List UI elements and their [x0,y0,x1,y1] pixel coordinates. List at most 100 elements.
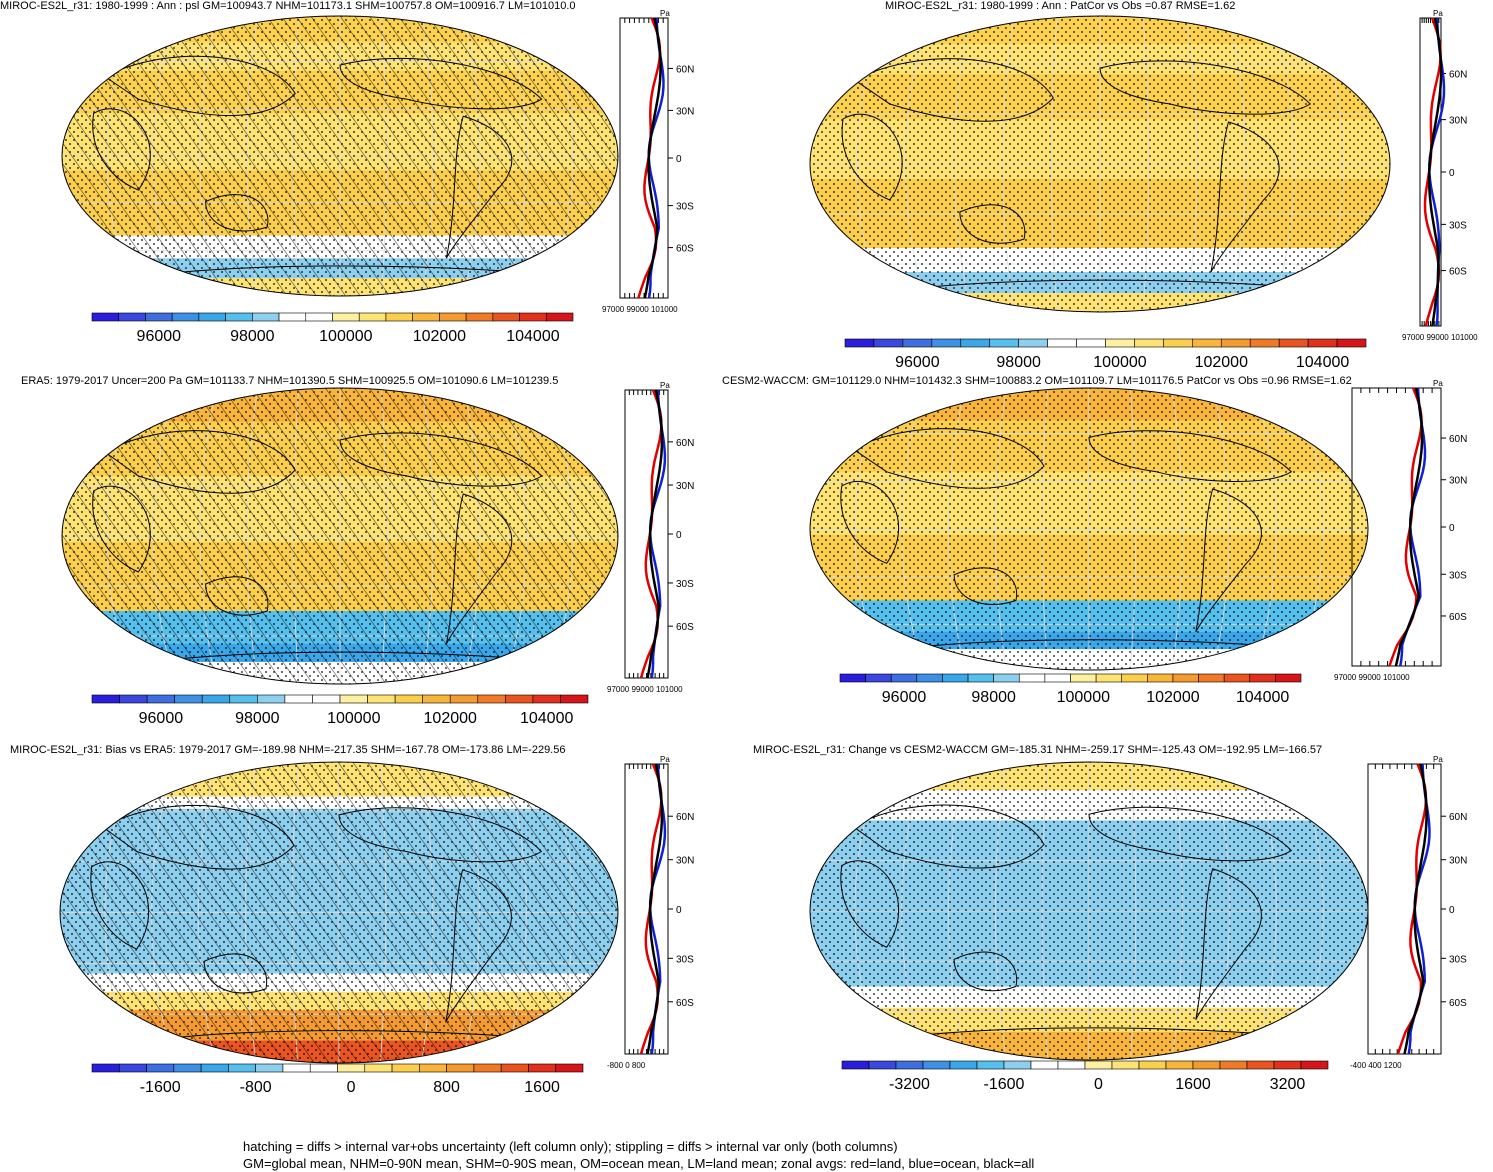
coastline [1210,121,1280,273]
colorbar-label: -1600 [140,1079,181,1096]
zonal-mean-plot: Pa 60N 30N 0 30S 60S 97000 99000 101000 [1334,379,1467,682]
coastline [92,485,151,573]
colorbar-swatch [412,312,440,322]
zonal-unit: Pa [660,381,670,390]
colorbar-label: 104000 [506,328,559,345]
colorbar-label: 100000 [1093,354,1146,371]
colorbar-swatch [1198,673,1225,683]
colorbar-label: 100000 [319,328,372,345]
colorbar-swatch [305,312,333,322]
colorbar-swatch [528,1063,557,1073]
colorbar-swatch [1057,1060,1086,1070]
colorbar-swatch [198,312,226,322]
colorbar-swatch [1192,1060,1221,1070]
lat-label: 30N [1449,116,1467,127]
coastline [90,861,149,950]
lat-label: 30N [676,856,694,867]
coastline [92,108,151,191]
coastline [841,113,903,201]
zonal-unit: Pa [660,755,670,764]
colorbar-label: 0 [347,1079,356,1096]
panel-era5-climatology: ERA5: 1979-2017 Uncer=200 Pa GM=101133.7… [0,370,720,730]
colorbar-swatch [446,1063,475,1073]
colorbar-swatch [257,694,286,704]
colorbar-label: 3200 [1270,1076,1306,1093]
coastline [445,115,513,259]
colorbar-swatch [505,694,534,704]
lat-label: 30N [1449,476,1467,487]
colorbar-swatch [1307,338,1338,348]
colorbar-swatch [555,1063,584,1073]
colorbar-swatch [1273,1060,1302,1070]
all-mean-line [1427,17,1443,327]
colorbar-swatch [465,312,494,322]
panel-miroc-change: MIROC-ES2L_r31: Change vs CESM2-WACCM GM… [720,740,1493,1105]
map-field [60,762,618,1063]
map-border [59,761,619,1064]
lat-label: 30S [1449,570,1467,581]
colorbar-swatch [91,694,120,704]
colorbar-swatch [931,338,962,348]
lat-label: 60N [676,812,694,823]
land-mean-line [1396,763,1428,1055]
zonal-axes [1351,387,1442,667]
colorbar-swatch [282,1063,311,1073]
colorbar: 96000 98000 100000 102000 104000 [91,694,589,727]
zonal-mean-plot: Pa 60N 30N 0 30S 60S -800 0 800 [607,755,694,1070]
colorbar-swatch [902,338,933,348]
colorbar-swatch [1223,673,1251,683]
coastline [445,869,512,1023]
colorbar: 96000 98000 100000 102000 104000 [844,338,1367,371]
colorbar-swatch [91,312,120,322]
coastline [102,805,295,870]
zonal-xlabels: 97000 99000 101000 [602,305,678,314]
colorbar-swatch [949,1060,978,1070]
coastline [840,860,899,948]
colorbar-swatch [385,312,413,322]
lat-label: 60S [1449,998,1467,1009]
colorbar-swatch [394,694,423,704]
colorbar-swatch [844,338,875,348]
coastline [205,576,269,616]
coastline [1088,430,1293,482]
colorbar-swatch [332,312,360,322]
colorbar-swatch [960,338,991,348]
lat-label: 60S [676,622,694,633]
robinson-map [809,387,1369,671]
colorbar-swatch [309,1063,338,1073]
lat-label: 0 [1449,523,1455,534]
lat-label: 30S [676,579,694,590]
panel-miroc-bias: MIROC-ES2L_r31: Bias vs ERA5: 1979-2017 … [0,740,720,1105]
coastline [1099,60,1312,115]
figure-caption: hatching = diffs > internal var+obs unce… [243,1138,1034,1172]
colorbar-label: 98000 [230,328,275,345]
colorbar-swatch [1192,338,1222,348]
colorbar-swatch [1095,673,1123,683]
colorbar-label: 96000 [137,328,182,345]
colorbar-swatch [873,338,904,348]
colorbar-label: 98000 [971,689,1016,706]
colorbar-swatch [895,1060,924,1070]
colorbar-swatch [252,312,280,322]
colorbar-swatch [225,312,253,322]
colorbar-swatch [1044,673,1071,683]
coastline [338,807,543,863]
colorbar-swatch [1246,1060,1275,1070]
colorbar-label: -1600 [984,1076,1025,1093]
colorbar-swatch [419,1063,447,1073]
colorbar-swatch [91,1063,120,1073]
hatching [60,762,618,1063]
colorbar-label: 104000 [1296,354,1349,371]
hatching [62,16,618,296]
colorbar-label: 102000 [413,328,466,345]
zonal-unit: Pa [660,9,670,18]
zonal-xlabels: -800 0 800 [607,1061,646,1070]
colorbar-label: 104000 [520,710,573,727]
colorbar-swatch [284,694,313,704]
colorbar-label: 100000 [1057,689,1110,706]
colorbar-swatch [477,694,506,704]
colorbar-swatch [1165,1060,1194,1070]
zonal-xlabels: 97000 99000 101000 [1334,673,1410,682]
map-border [61,15,619,297]
colorbar-swatch [532,694,561,704]
